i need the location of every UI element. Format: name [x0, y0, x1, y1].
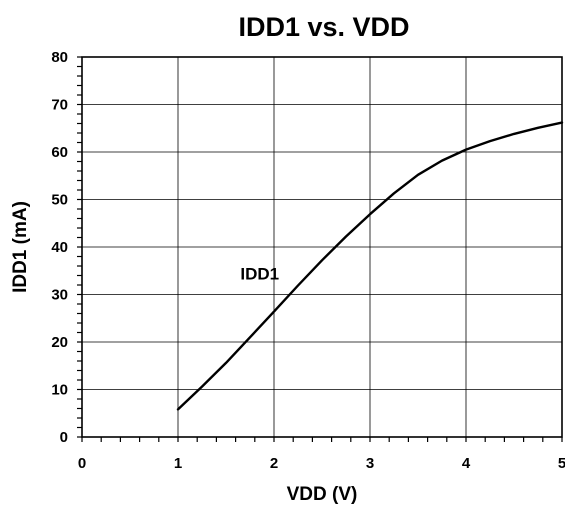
y-tick-label: 10 [51, 382, 68, 399]
curve-annotation: IDD1 [240, 264, 279, 283]
chart-title: IDD1 vs. VDD [238, 12, 409, 42]
x-tick-label: 3 [366, 455, 374, 472]
grid [82, 57, 562, 437]
y-tick-label: 70 [51, 97, 68, 114]
axis-ticks [77, 56, 563, 442]
x-axis-label: VDD (V) [287, 484, 358, 505]
y-tick-label: 80 [51, 49, 68, 66]
series-line-idd1 [176, 121, 564, 411]
y-tick-label: 20 [51, 334, 68, 351]
y-tick-label: 50 [51, 192, 68, 209]
y-axis-label: IDD1 (mA) [10, 201, 31, 293]
series-layer [176, 121, 564, 411]
annotations: IDD1 [240, 264, 279, 283]
x-tick-label: 4 [462, 455, 471, 472]
y-tick-label: 60 [51, 144, 68, 161]
x-tick-label: 1 [174, 455, 182, 472]
x-tick-label: 5 [558, 455, 565, 472]
x-tick-label: 2 [270, 455, 278, 472]
y-tick-label: 30 [51, 287, 68, 304]
y-tick-label: 40 [51, 239, 68, 256]
x-tick-label: 0 [78, 455, 86, 472]
y-tick-label: 0 [60, 429, 68, 446]
